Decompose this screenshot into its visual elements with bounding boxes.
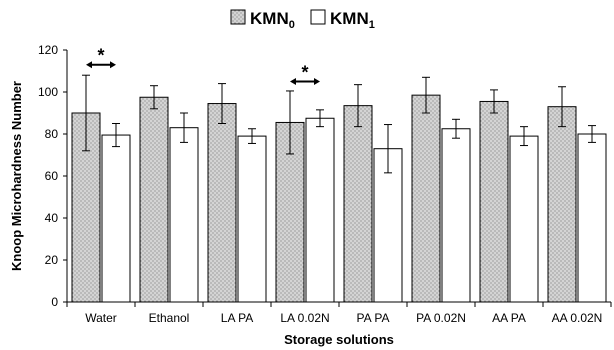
bracket-arrowhead: [110, 61, 116, 69]
legend-swatch-kmn1: [310, 9, 326, 25]
x-axis-title: Storage solutions: [284, 332, 394, 347]
significance-asterisk: *: [301, 63, 308, 83]
x-category-label: AA 0.02N: [552, 311, 603, 325]
y-tick-label: 80: [45, 127, 59, 141]
y-ticks: 0 20 40 60 80 100 120: [38, 43, 67, 309]
y-tick-label: 60: [45, 169, 59, 183]
bracket-arrowhead: [314, 78, 320, 85]
bracket-arrowhead: [86, 61, 92, 69]
bar-kmn0: [207, 103, 237, 303]
bar-kmn1: [441, 128, 471, 303]
x-category-label: PA PA: [357, 311, 390, 325]
y-tick-label: 40: [45, 211, 59, 225]
legend-label-kmn0: KMN0: [250, 9, 295, 31]
significance-annotations: **: [86, 46, 320, 85]
y-tick-label: 100: [38, 85, 58, 99]
significance-asterisk: *: [97, 46, 104, 66]
bar-kmn1: [305, 117, 335, 303]
x-category-label: AA PA: [492, 311, 526, 325]
bar-kmn0: [547, 106, 577, 303]
bar-kmn1: [101, 134, 131, 303]
y-tick-label: 120: [38, 43, 58, 57]
bars: [71, 94, 607, 303]
bar-kmn1: [577, 133, 607, 303]
x-category-label: PA 0.02N: [416, 311, 466, 325]
x-category-label: LA PA: [221, 311, 253, 325]
y-tick-label: 20: [45, 253, 59, 267]
bar-kmn0: [411, 94, 441, 303]
error-bars: [82, 74, 596, 174]
bar-kmn1: [237, 135, 267, 303]
bar-kmn0: [479, 100, 509, 303]
y-axis-title: Knoop Microhardness Number: [9, 81, 24, 271]
bar-kmn1: [509, 135, 539, 303]
x-category-labels: Water Ethanol LA PA LA 0.02N PA PA PA 0.02N AA…: [66, 302, 612, 325]
legend-label-kmn1: KMN1: [330, 9, 375, 31]
x-category-label: Ethanol: [149, 311, 190, 325]
bar-kmn1: [169, 127, 199, 303]
bracket-arrowhead: [290, 78, 296, 85]
y-tick-label: 0: [51, 295, 58, 309]
x-category-label: LA 0.02N: [280, 311, 329, 325]
legend-swatch-kmn0: [230, 9, 246, 25]
legend: KMN0 KMN1: [230, 9, 375, 31]
bar-kmn0: [139, 96, 169, 303]
bar-kmn0: [343, 105, 373, 303]
bar-kmn1: [373, 148, 403, 303]
x-category-label: Water: [85, 311, 117, 325]
